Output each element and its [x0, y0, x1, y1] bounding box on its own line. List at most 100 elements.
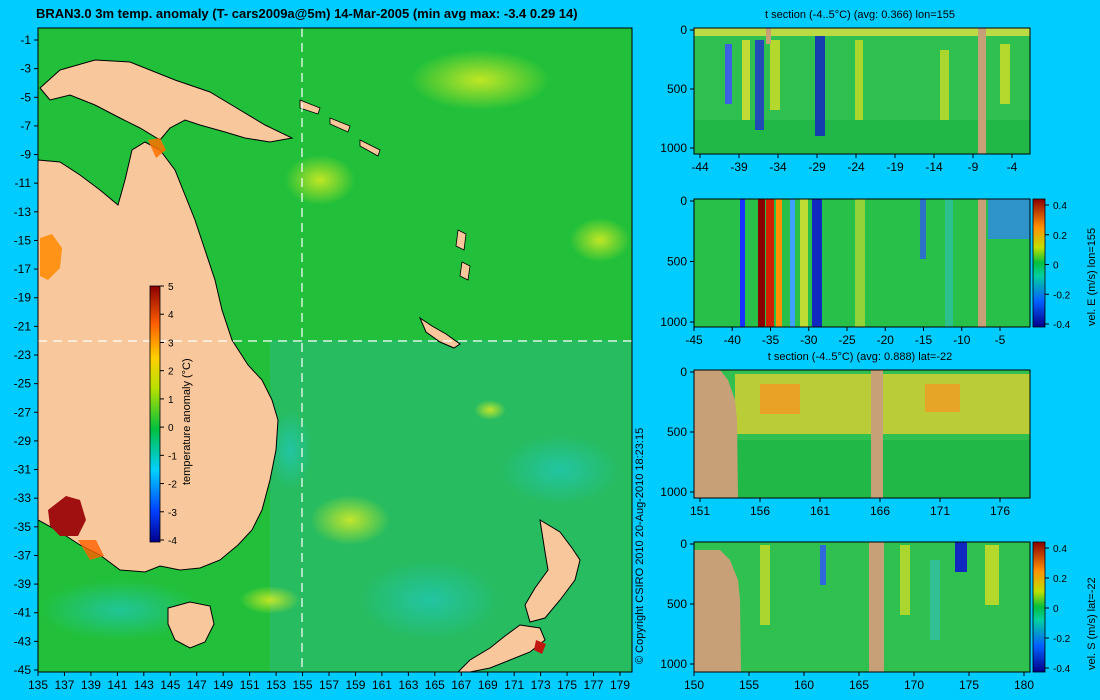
panel2-colorbar-ticks: 0.4 0.2 0 -0.2 -0.4	[1045, 201, 1071, 331]
land-new-zealand-south	[456, 624, 546, 673]
map-y-axis: -1 -3 -5 -7 -9 -11 -13 -15 -17 -19 -21 -23 -25 -27 -29…	[14, 33, 38, 677]
x-tick-label: 139	[81, 678, 101, 692]
map-title: BRAN3.0 3m temp. anomaly (T- cars2009a@5…	[36, 6, 578, 21]
panel1-title: t section (-4..5°C) (avg: 0.366) lon=155	[765, 9, 955, 21]
x-tick-label: 156	[750, 504, 770, 518]
x-tick-label: 161	[810, 504, 830, 518]
panel2-blue-band	[790, 199, 795, 327]
y-tick-label: 4	[168, 310, 174, 321]
panel3-y-axis: 0 500 1000	[660, 365, 694, 499]
y-tick-label: 500	[667, 82, 687, 96]
y-tick-label: 500	[667, 425, 687, 439]
y-tick-label: -37	[14, 548, 32, 562]
panel4-y-axis: 0 500 1000	[660, 537, 694, 671]
panel2-land-mask	[978, 199, 986, 327]
x-tick-label: -5	[995, 333, 1006, 347]
y-tick-label: -29	[14, 434, 32, 448]
x-tick-label: 175	[959, 678, 979, 692]
y-tick-label: 3	[168, 338, 174, 349]
map-colorbar-bar	[149, 285, 161, 543]
warm-coastal-anomaly	[48, 496, 86, 536]
panel4-bg	[694, 542, 1030, 672]
x-tick-label: -39	[730, 160, 748, 174]
panel2-cool-band	[945, 199, 953, 327]
x-tick-label: -30	[800, 333, 818, 347]
panel2-blue-band	[812, 199, 822, 327]
panel4-land-mask	[869, 542, 884, 672]
panel4-yellow-band	[985, 545, 999, 605]
y-tick-label: 1	[168, 395, 174, 406]
panel2-x-axis: -45 -40 -35 -30 -25 -20 -15 -10 -5	[685, 327, 1006, 347]
x-tick-label: -40	[724, 333, 742, 347]
warm-coastal-anomaly	[78, 540, 104, 560]
y-tick-label: -43	[14, 634, 32, 648]
panel3-title: t section (-4..5°C) (avg: 0.888) lat=-22	[768, 351, 952, 363]
panel1-blue-band	[755, 40, 764, 130]
y-tick-label: -13	[14, 205, 32, 219]
y-tick-label: 0	[680, 23, 687, 37]
x-tick-label: 167	[451, 678, 471, 692]
y-tick-label: 0	[1053, 261, 1059, 272]
x-tick-label: 143	[134, 678, 154, 692]
panel1-yellow-band	[855, 40, 863, 120]
x-tick-label: -9	[968, 160, 979, 174]
x-tick-label: 175	[557, 678, 577, 692]
panel2-y-axis: 0 500 1000	[660, 194, 694, 329]
warm-eddy	[310, 495, 390, 545]
panel3-frame	[693, 369, 1031, 499]
y-tick-label: -9	[20, 148, 31, 162]
panel1-land-mask	[978, 28, 986, 154]
panel2-plot	[693, 198, 1031, 328]
y-tick-label: -35	[14, 520, 32, 534]
y-tick-label: -0.2	[1053, 634, 1071, 645]
warm-coastal-anomaly	[148, 138, 166, 158]
warm-eddy	[474, 400, 506, 420]
x-tick-label: 153	[266, 678, 286, 692]
x-tick-label: 151	[690, 504, 710, 518]
y-tick-label: -33	[14, 491, 32, 505]
panel2-blue-band	[920, 199, 926, 259]
panel3-warm-core	[760, 384, 800, 414]
panel3-land-mask	[694, 370, 738, 498]
panel1-plot	[693, 27, 1031, 155]
x-tick-label: -10	[953, 333, 971, 347]
x-tick-label: -4	[1007, 160, 1018, 174]
panel4-colorbar-bar	[1032, 541, 1046, 673]
x-tick-label: 159	[345, 678, 365, 692]
x-tick-label: 147	[187, 678, 207, 692]
land-solomon-islands	[299, 99, 381, 157]
panel4-colorbar-label: vel. S (m/s) lat=-22	[1086, 577, 1098, 670]
y-tick-label: 500	[667, 255, 687, 269]
panel1-deep-layer	[694, 120, 1030, 154]
x-tick-label: 155	[739, 678, 759, 692]
panel1-frame	[693, 27, 1031, 155]
panel2-mixed-zone	[988, 199, 1030, 239]
y-tick-label: -41	[14, 606, 32, 620]
panel4-plot	[693, 541, 1031, 673]
x-tick-label: 141	[107, 678, 127, 692]
y-tick-label: 0.4	[1053, 201, 1067, 212]
x-tick-label: -20	[877, 333, 895, 347]
y-tick-label: 1000	[660, 485, 687, 499]
x-tick-label: 165	[425, 678, 445, 692]
x-tick-label: 180	[1014, 678, 1034, 692]
y-tick-label: -23	[14, 348, 32, 362]
panel3-land-mask	[871, 370, 883, 498]
panel1-yellow-band	[940, 50, 949, 120]
x-tick-label: -15	[915, 333, 933, 347]
panel2-red-band	[758, 199, 765, 327]
land-tasmania	[167, 601, 215, 649]
x-tick-label: -29	[808, 160, 826, 174]
panel3-plot	[693, 369, 1031, 499]
land-new-zealand-north	[524, 519, 581, 623]
panel1-blue-band	[725, 44, 732, 104]
x-tick-label: -19	[886, 160, 904, 174]
x-tick-label: -25	[838, 333, 856, 347]
x-tick-label: 135	[28, 678, 48, 692]
x-tick-label: 163	[398, 678, 418, 692]
panel4-yellow-band	[760, 545, 770, 625]
x-tick-label: 161	[372, 678, 392, 692]
y-tick-label: -17	[14, 262, 32, 276]
panel2-blue-band	[740, 199, 745, 327]
